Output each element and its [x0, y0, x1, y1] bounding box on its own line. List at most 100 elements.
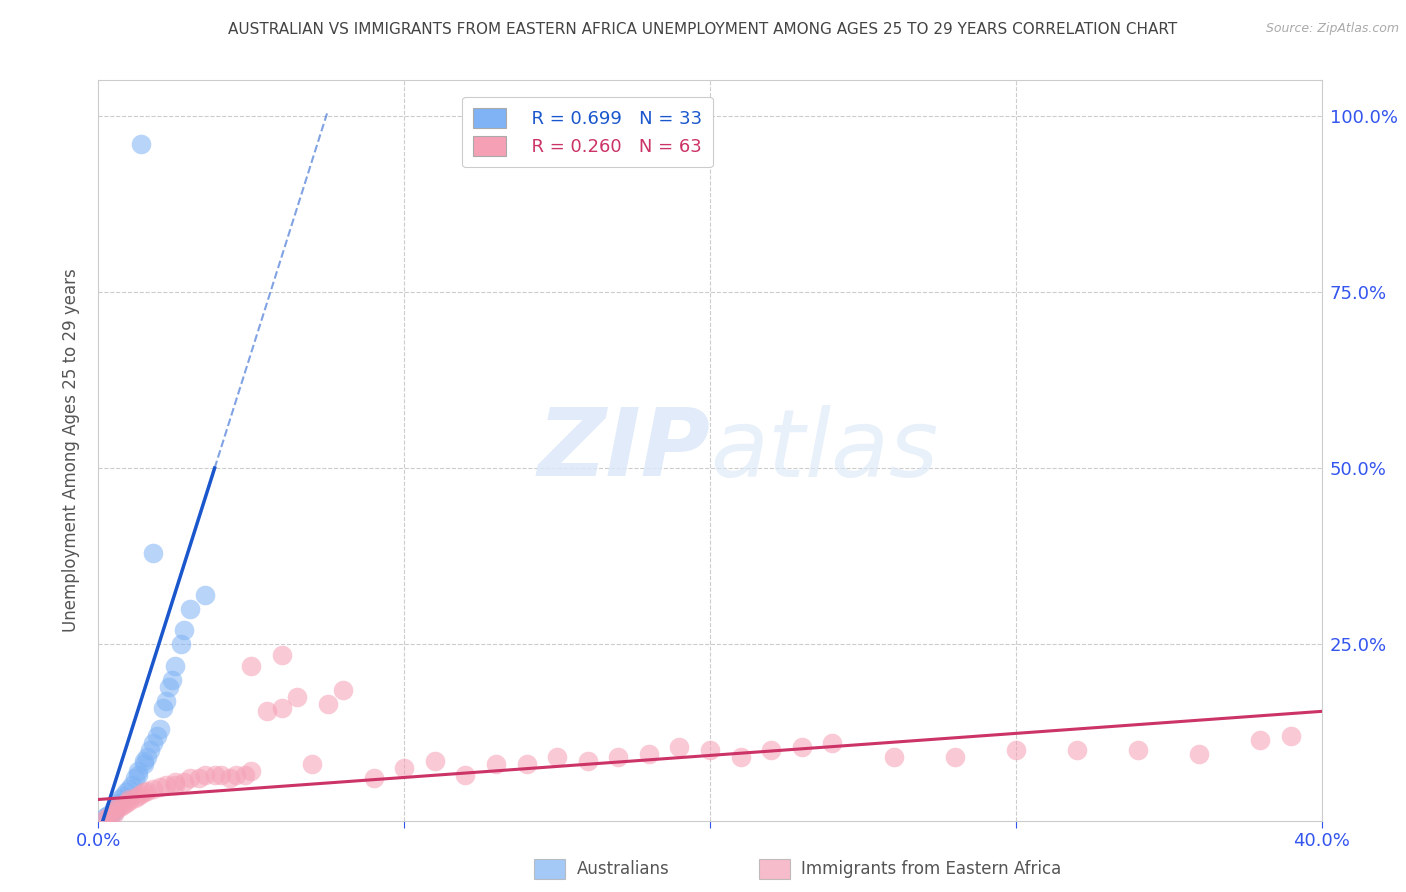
Point [790, 739, 813, 754]
Point [149, 780, 172, 794]
Text: Immigrants from Eastern Africa: Immigrants from Eastern Africa [801, 860, 1062, 878]
Point [240, 764, 263, 779]
Point [155, 694, 177, 708]
Point [668, 739, 690, 754]
Point [730, 750, 752, 764]
Point [188, 772, 211, 786]
Point [883, 750, 905, 764]
Point [100, 806, 122, 821]
Point [204, 768, 226, 782]
Point [225, 768, 247, 782]
Point [142, 781, 165, 796]
Point [157, 680, 180, 694]
Point [118, 781, 141, 796]
Text: ZIP: ZIP [537, 404, 710, 497]
Point [179, 772, 201, 786]
Point [1188, 747, 1211, 761]
Point [301, 757, 323, 772]
Point [136, 750, 159, 764]
Point [179, 602, 201, 616]
Point [943, 750, 966, 764]
Point [270, 648, 292, 662]
Point [170, 637, 193, 651]
Point [485, 757, 508, 772]
Point [1066, 743, 1088, 757]
Point [316, 698, 339, 712]
Point [127, 768, 149, 782]
Point [118, 794, 141, 808]
Point [105, 801, 128, 815]
Point [256, 704, 278, 718]
Point [142, 736, 165, 750]
Point [699, 743, 721, 757]
Point [240, 658, 263, 673]
Text: atlas: atlas [710, 405, 938, 496]
Point [546, 750, 568, 764]
Point [152, 701, 174, 715]
Point [332, 683, 354, 698]
Point [97, 808, 120, 822]
Point [219, 772, 242, 786]
Point [100, 808, 122, 822]
Point [516, 757, 538, 772]
Point [93, 810, 115, 824]
Point [105, 799, 128, 814]
Point [127, 764, 149, 779]
Point [111, 789, 134, 803]
Point [115, 796, 138, 810]
Point [194, 768, 217, 782]
Point [1128, 743, 1150, 757]
Point [821, 736, 844, 750]
Point [134, 757, 156, 772]
Text: Australians: Australians [576, 860, 669, 878]
Point [111, 798, 134, 813]
Point [163, 658, 186, 673]
Point [142, 546, 165, 560]
Point [139, 743, 162, 757]
Point [108, 799, 131, 814]
Point [759, 743, 782, 757]
Point [149, 722, 172, 736]
Point [163, 775, 186, 789]
Y-axis label: Unemployment Among Ages 25 to 29 years: Unemployment Among Ages 25 to 29 years [62, 268, 80, 632]
Point [363, 772, 385, 786]
Point [134, 785, 156, 799]
Point [1004, 743, 1026, 757]
Point [103, 801, 125, 815]
Point [173, 624, 195, 638]
Point [136, 784, 159, 798]
Point [103, 803, 125, 817]
Point [155, 778, 177, 792]
Point [209, 768, 232, 782]
Text: AUSTRALIAN VS IMMIGRANTS FROM EASTERN AFRICA UNEMPLOYMENT AMONG AGES 25 TO 29 YE: AUSTRALIAN VS IMMIGRANTS FROM EASTERN AF… [228, 22, 1178, 37]
Point [103, 806, 125, 821]
Point [115, 785, 138, 799]
Point [145, 729, 167, 743]
Point [108, 792, 131, 806]
Point [124, 791, 146, 805]
Legend:   R = 0.699   N = 33,   R = 0.260   N = 63: R = 0.699 N = 33, R = 0.260 N = 63 [463, 96, 713, 168]
Point [97, 810, 120, 824]
Point [1279, 729, 1302, 743]
Point [134, 754, 156, 768]
Point [454, 768, 477, 782]
Point [1249, 732, 1271, 747]
Point [105, 796, 128, 810]
Point [285, 690, 308, 705]
Point [103, 805, 125, 820]
Point [163, 778, 186, 792]
Point [637, 747, 661, 761]
Point [121, 778, 143, 792]
Point [173, 775, 195, 789]
Point [270, 701, 292, 715]
Point [607, 750, 630, 764]
Point [423, 754, 446, 768]
Point [160, 673, 183, 687]
Point [233, 768, 256, 782]
Point [576, 754, 599, 768]
Point [194, 588, 217, 602]
Point [127, 789, 149, 803]
Point [392, 761, 416, 775]
Point [124, 772, 146, 786]
Point [93, 812, 115, 826]
